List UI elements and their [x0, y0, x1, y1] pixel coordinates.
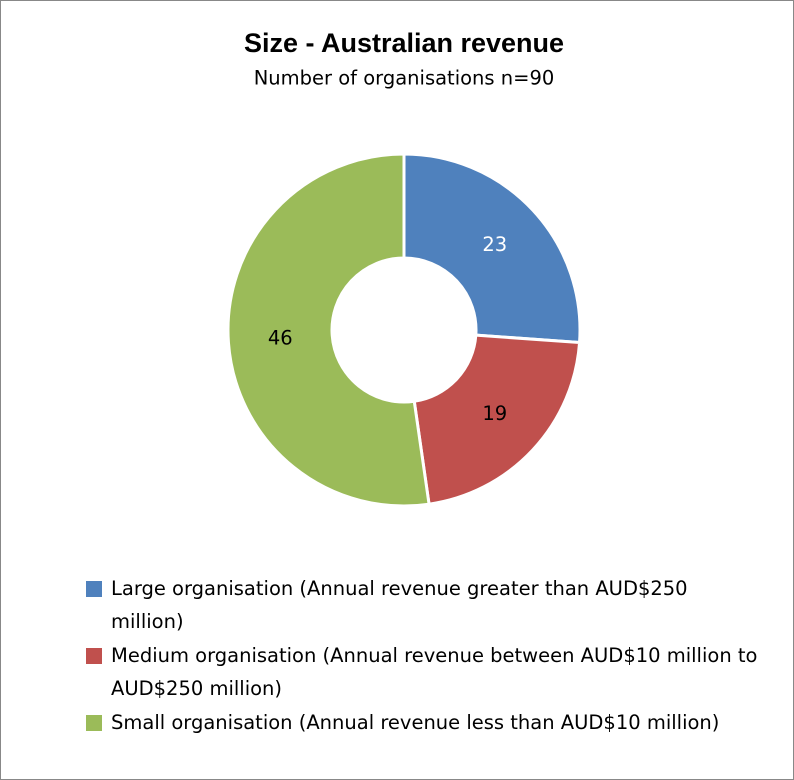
chart-title: Size - Australian revenue [244, 28, 564, 58]
legend-label: Small organisation (Annual revenue less … [111, 711, 720, 734]
data-label: 19 [482, 402, 507, 425]
legend-item: Medium organisation (Annual revenue betw… [86, 639, 766, 705]
chart-subtitle: Number of organisations n=90 [254, 67, 555, 90]
legend-swatch [86, 715, 102, 731]
donut-slice [412, 333, 582, 506]
data-label: 23 [482, 233, 507, 256]
data-label: 46 [268, 326, 293, 349]
donut-slice [402, 152, 582, 345]
donut-slice [226, 152, 431, 508]
legend-swatch [86, 648, 102, 664]
legend-swatch [86, 581, 102, 597]
legend-item: Large organisation (Annual revenue great… [86, 572, 766, 638]
legend-label: Medium organisation (Annual revenue betw… [111, 644, 758, 700]
legend: Large organisation (Annual revenue great… [86, 572, 766, 739]
legend-item: Small organisation (Annual revenue less … [86, 706, 766, 739]
legend-label: Large organisation (Annual revenue great… [111, 577, 688, 633]
